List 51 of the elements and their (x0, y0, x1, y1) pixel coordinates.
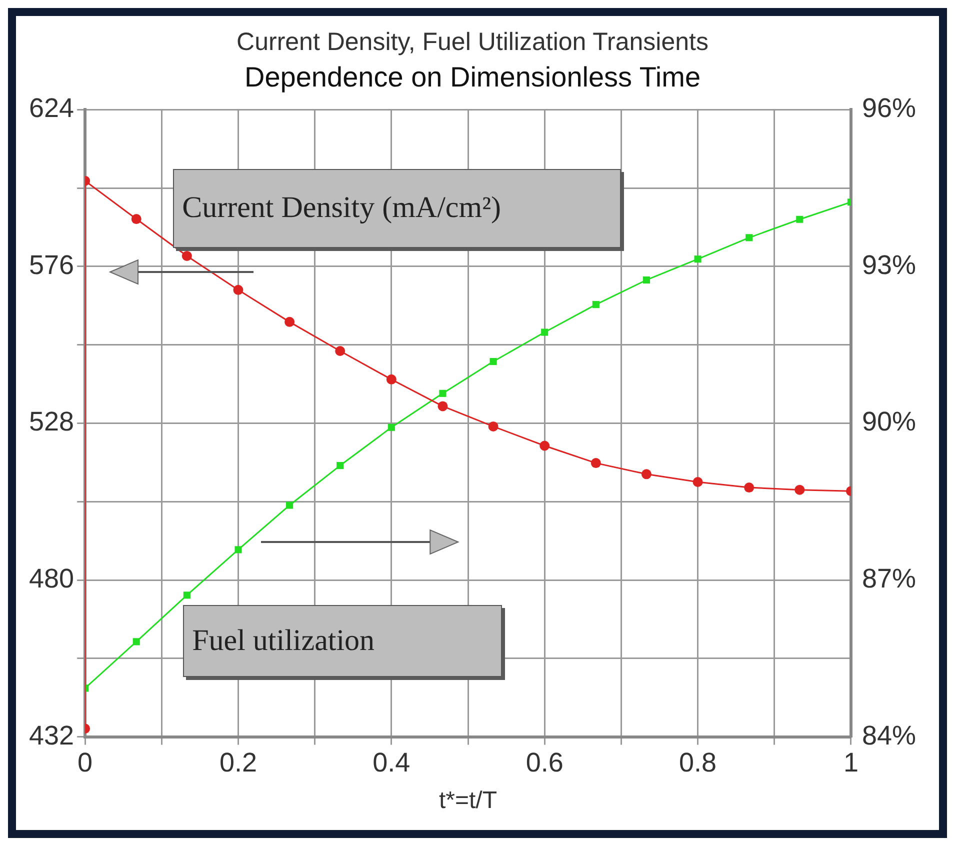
x-tick-label: 0.8 (679, 747, 717, 778)
point (541, 328, 548, 336)
point (284, 316, 295, 327)
y2-tick-label: 87% (862, 563, 916, 594)
y2-tick-label: 96% (862, 93, 916, 124)
point (692, 477, 703, 487)
y-tick-label: 432 (28, 720, 74, 750)
series-label: Current Density (mA/cm²) (182, 191, 502, 226)
chart-title: Current Density, Fuel Utilization Transients (236, 28, 708, 56)
x-tick-label: 0 (78, 747, 93, 778)
x-tick-label: 1 (843, 747, 858, 778)
x-tick-label: 0.2 (219, 747, 258, 778)
point (592, 301, 600, 308)
y2-tick-label: 84% (862, 720, 916, 750)
point (132, 638, 140, 646)
series-label: Fuel utilization (192, 624, 375, 658)
point (183, 592, 190, 599)
point (439, 390, 446, 397)
label-box: Current Density (mA/cm²) (173, 169, 622, 248)
y2-tick-label: 93% (862, 250, 916, 280)
point (233, 284, 244, 295)
point (488, 421, 498, 432)
point (794, 484, 805, 495)
y2-tick-label: 90% (862, 406, 916, 437)
y-tick-label: 480 (28, 563, 74, 594)
x-tick-label: 0.4 (372, 747, 410, 778)
x-tick-label: 0.6 (526, 747, 564, 778)
point (386, 374, 396, 384)
point (286, 502, 294, 509)
point (234, 546, 242, 554)
chart-subtitle: Dependence on Dimensionless Time (244, 62, 701, 93)
point (438, 401, 448, 412)
point (744, 482, 754, 493)
point (796, 216, 804, 223)
y-tick-label: 624 (28, 93, 74, 124)
point (490, 358, 497, 366)
point (694, 256, 702, 263)
point (388, 424, 395, 431)
point (336, 462, 344, 470)
x-axis-title: t*=t/T (438, 787, 498, 814)
point (641, 469, 652, 480)
point (642, 276, 650, 284)
point (746, 234, 753, 242)
point (590, 458, 601, 468)
y-tick-label: 528 (28, 406, 74, 437)
label-box: Fuel utilization (183, 605, 502, 678)
y-tick-label: 576 (28, 250, 74, 280)
point (131, 214, 142, 224)
point (540, 440, 550, 451)
point (182, 250, 192, 261)
point (335, 346, 346, 356)
